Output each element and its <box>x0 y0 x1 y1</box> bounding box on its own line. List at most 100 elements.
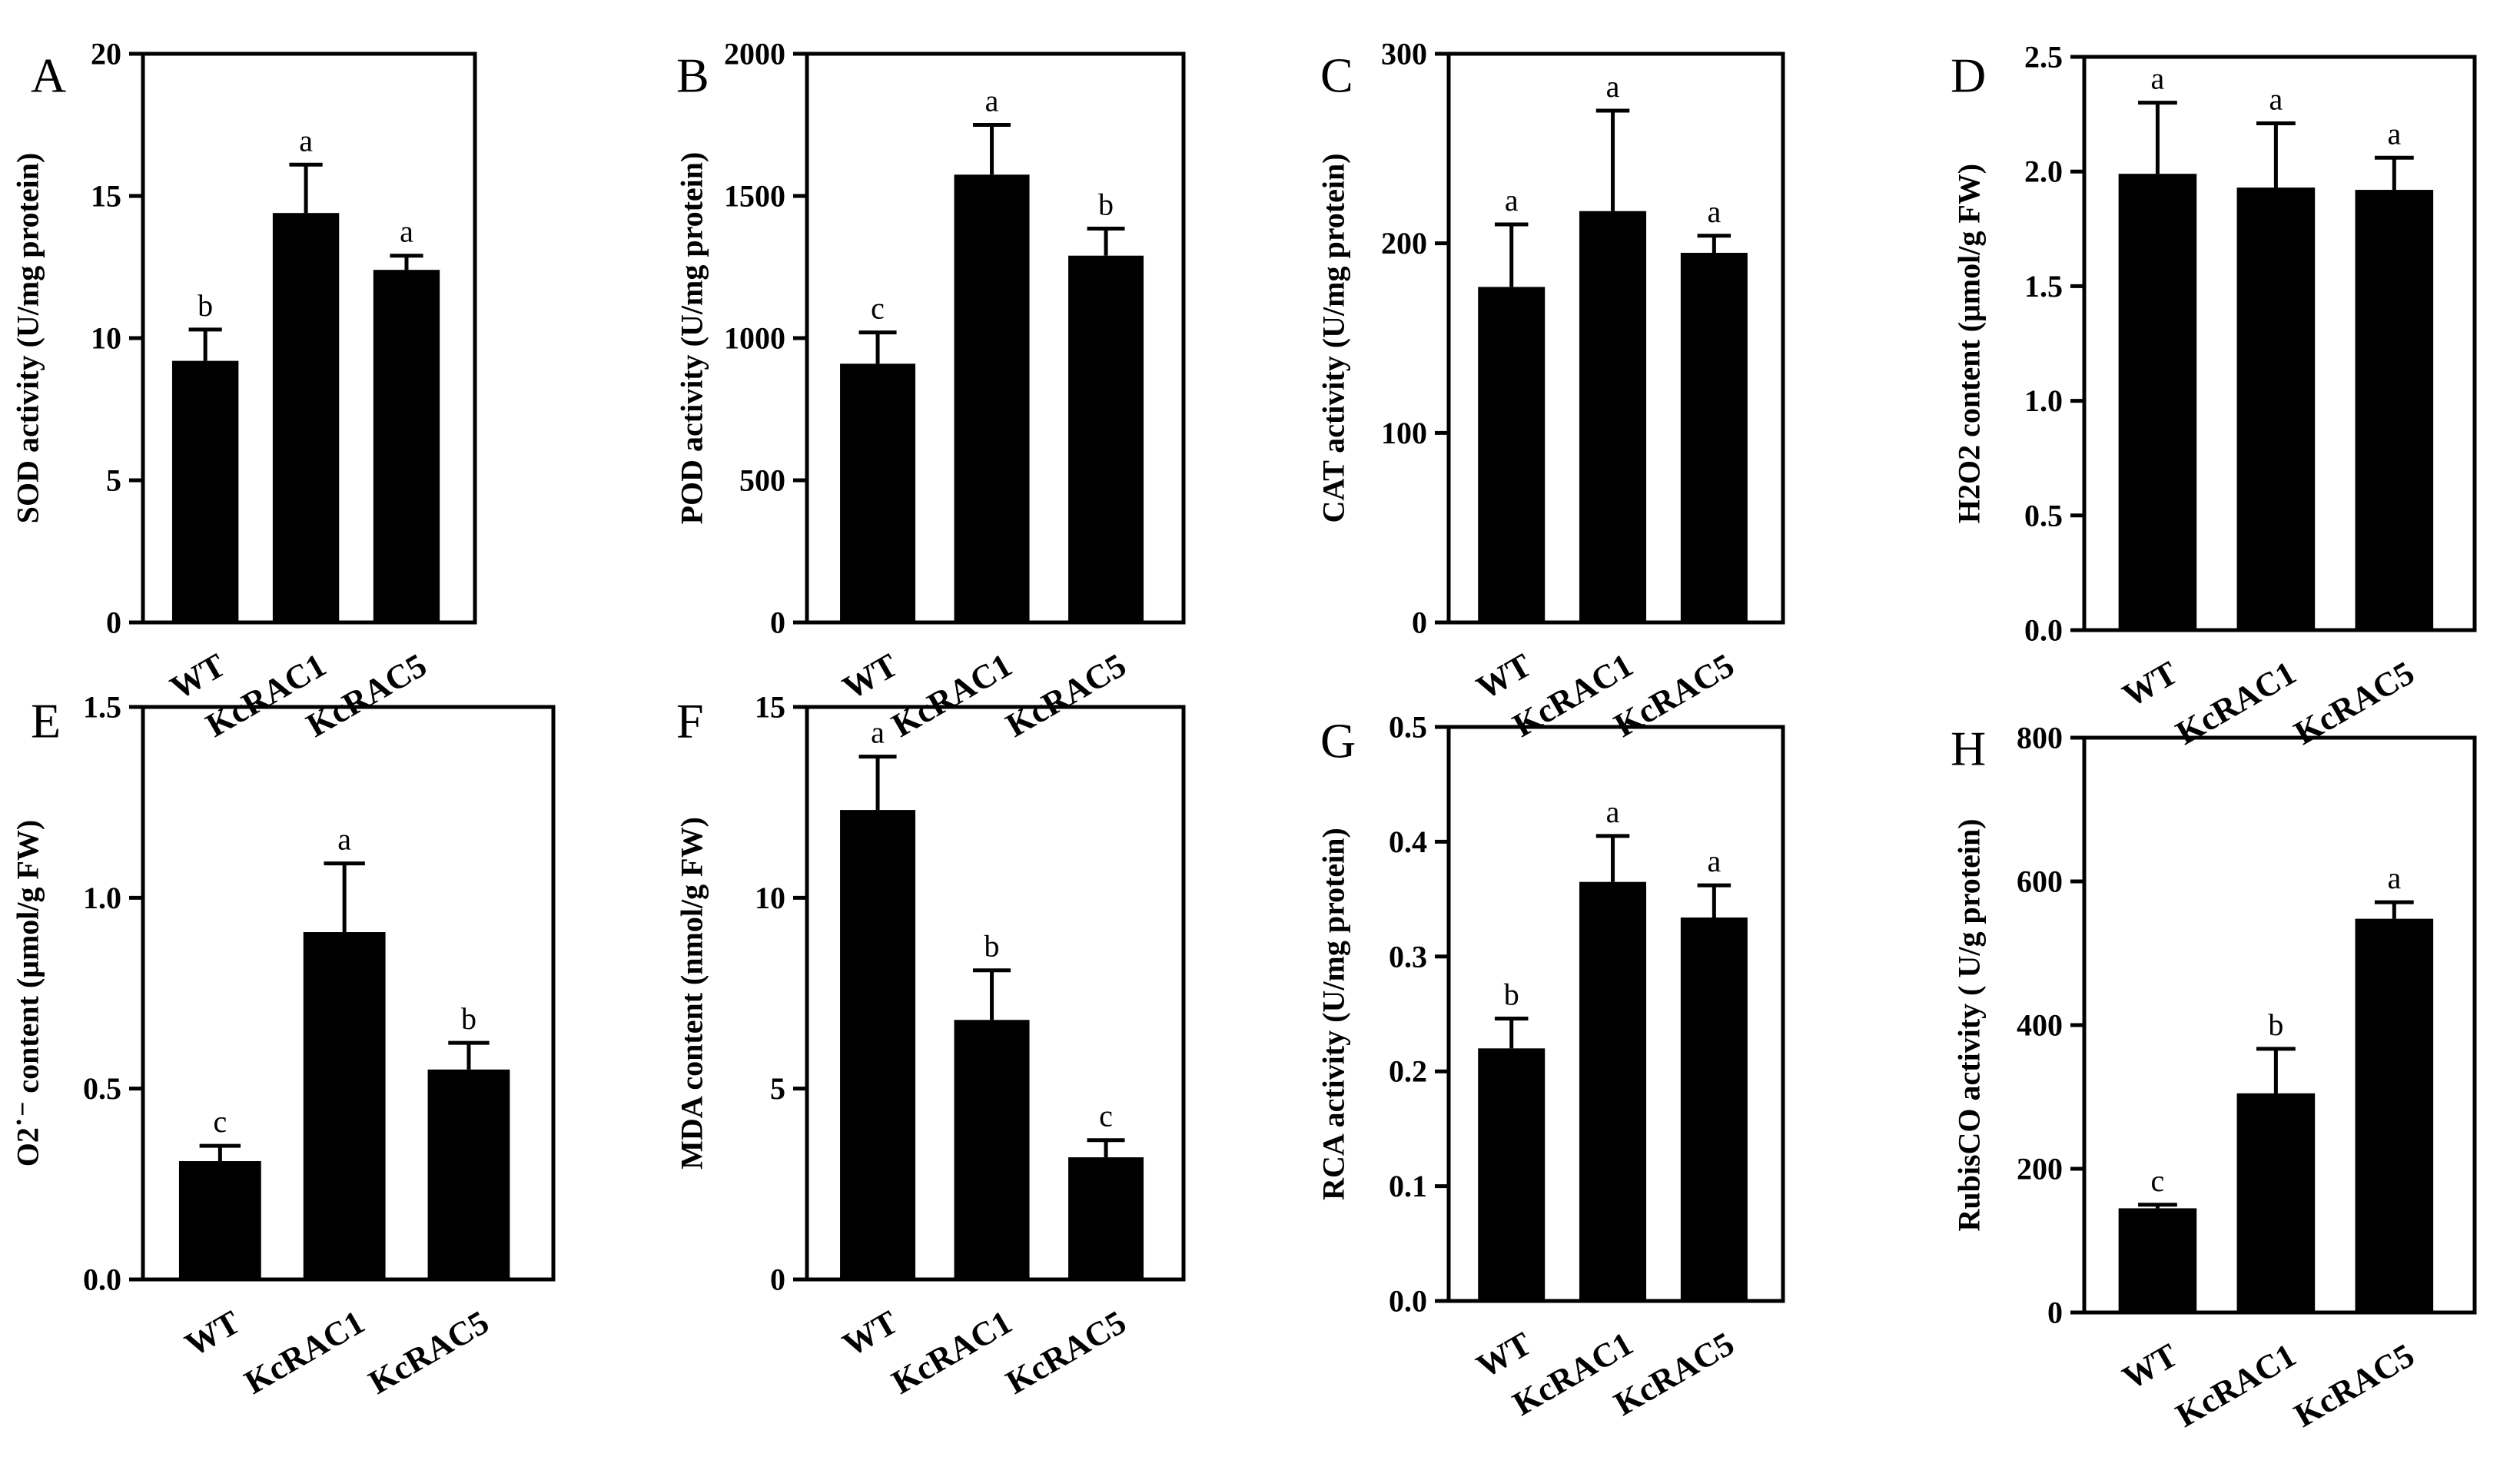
y-tick-label: 0 <box>106 606 121 640</box>
y-tick-label: 0.5 <box>2024 498 2063 533</box>
significance-label: a <box>1505 183 1519 217</box>
y-tick-label: 0.0 <box>83 1263 121 1297</box>
y-axis-label: O2˙⁻ content (μmol/g FW) <box>11 820 45 1166</box>
panel-h: H 0 200 400 600 800 RubisCO activity ( U/g pro… <box>1951 721 2477 1435</box>
significance-label: a <box>1707 194 1721 229</box>
significance-label: b <box>2268 1007 2283 1042</box>
category-label: KcRAC5 <box>2288 1336 2421 1435</box>
bar <box>1068 1157 1144 1279</box>
bar <box>272 213 340 622</box>
bar <box>2355 190 2434 630</box>
significance-label: a <box>2387 116 2401 151</box>
significance-label: c <box>1099 1099 1113 1133</box>
y-axis-label: RCA activity (U/mg protein) <box>1316 828 1351 1200</box>
bar <box>178 1161 261 1279</box>
panel-g: G 0.0 0.1 0.2 0.3 0.4 0.5 RCA activity (U/mg pr… <box>1316 710 1785 1423</box>
significance-label: b <box>198 288 213 323</box>
bar <box>1680 918 1748 1301</box>
bar <box>840 363 916 622</box>
bar <box>171 360 239 622</box>
category-label: KcRAC1 <box>2170 1336 2303 1435</box>
panel-letter: D <box>1951 48 1986 103</box>
y-tick-label: 5 <box>106 463 121 498</box>
category-label: KcRAC1 <box>238 1303 371 1402</box>
category-label: KcRAC1 <box>885 1303 1018 1402</box>
panel-letter: H <box>1951 722 1986 776</box>
y-tick-label: 1.5 <box>2024 269 2063 304</box>
bar <box>840 810 916 1279</box>
significance-label: c <box>871 291 885 326</box>
y-tick-label: 0.1 <box>1389 1169 1427 1203</box>
bar <box>2355 918 2434 1312</box>
bar <box>373 270 440 622</box>
category-label: KcRAC5 <box>363 1303 496 1402</box>
significance-label: a <box>2151 61 2165 96</box>
y-axis-label: RubisCO activity ( U/g protein) <box>1952 818 1987 1231</box>
significance-label: a <box>2269 82 2283 117</box>
significance-label: b <box>984 929 1000 964</box>
bar <box>1579 211 1647 622</box>
y-tick-label: 1.5 <box>83 690 121 725</box>
significance-label: a <box>871 715 885 750</box>
y-tick-label: 500 <box>739 463 785 498</box>
bar <box>1680 253 1748 622</box>
bar <box>954 174 1030 622</box>
y-tick-label: 0 <box>2047 1296 2063 1330</box>
y-tick-label: 0.0 <box>1389 1284 1427 1319</box>
category-label: WT <box>2117 654 2184 715</box>
significance-label: a <box>1606 69 1620 104</box>
bar <box>954 1020 1030 1279</box>
y-tick-label: 0 <box>1412 606 1427 640</box>
panel-f: F 0 5 10 15 MDA content (nmol/g FW) a WT b KcRAC1… <box>675 690 1186 1402</box>
y-tick-label: 200 <box>1381 226 1427 260</box>
bar <box>427 1069 510 1279</box>
bar <box>1478 287 1546 622</box>
category-label: WT <box>1470 646 1538 707</box>
y-axis-label: H2O2 content (μmol/g FW) <box>1952 164 1987 523</box>
y-tick-label: 0.0 <box>2024 613 2063 648</box>
category-label: KcRAC5 <box>1000 1303 1133 1402</box>
y-tick-label: 10 <box>755 881 785 915</box>
y-tick-label: 2.0 <box>2024 154 2063 189</box>
significance-label: a <box>985 84 999 118</box>
significance-label: b <box>1504 977 1519 1011</box>
category-label: WT <box>1470 1325 1538 1385</box>
significance-label: a <box>337 822 351 857</box>
y-tick-label: 10 <box>91 321 121 356</box>
y-axis-label: CAT activity (U/mg protein) <box>1316 153 1351 523</box>
panel-e: E 0.0 0.5 1.0 1.5 O2˙⁻ content (μmol/g FW) c WT… <box>11 690 556 1402</box>
y-tick-label: 400 <box>2017 1008 2063 1043</box>
category-label: WT <box>836 1303 904 1364</box>
y-tick-label: 1.0 <box>2024 383 2063 418</box>
bar <box>1068 255 1144 622</box>
bar <box>1478 1048 1546 1301</box>
significance-label: a <box>2387 861 2401 895</box>
bar <box>2118 1208 2197 1312</box>
panel-letter: F <box>676 694 704 748</box>
y-axis-label: POD activity (U/mg protein) <box>675 152 709 525</box>
panel-letter: B <box>676 48 709 103</box>
significance-label: c <box>2151 1163 2165 1198</box>
panel-b: B 0 500 1000 1500 2000 POD activity (U/mg prot… <box>675 37 1186 745</box>
y-tick-label: 15 <box>91 179 121 214</box>
y-tick-label: 100 <box>1381 416 1427 450</box>
panel-c: C 0 100 200 300 CAT activity (U/mg protein) a W… <box>1316 37 1785 745</box>
bar <box>2118 174 2197 630</box>
category-label: WT <box>2117 1336 2184 1397</box>
significance-label: c <box>213 1104 227 1139</box>
category-label: WT <box>179 1303 247 1364</box>
panel-a: A 0 5 10 15 20 SOD activity (U/mg protein) b WT a… <box>11 37 477 745</box>
y-tick-label: 300 <box>1381 37 1427 71</box>
bar <box>303 932 386 1279</box>
bar <box>2236 1093 2316 1312</box>
y-tick-label: 1000 <box>724 321 785 356</box>
significance-label: a <box>299 123 313 158</box>
y-tick-label: 200 <box>2017 1152 2063 1186</box>
significance-label: a <box>1606 795 1620 829</box>
category-label: KcRAC1 <box>885 646 1018 745</box>
category-label: KcRAC5 <box>1000 646 1133 745</box>
significance-label: b <box>1098 187 1114 222</box>
category-label: WT <box>836 646 904 707</box>
bar <box>1579 881 1647 1301</box>
y-tick-label: 5 <box>770 1071 785 1106</box>
